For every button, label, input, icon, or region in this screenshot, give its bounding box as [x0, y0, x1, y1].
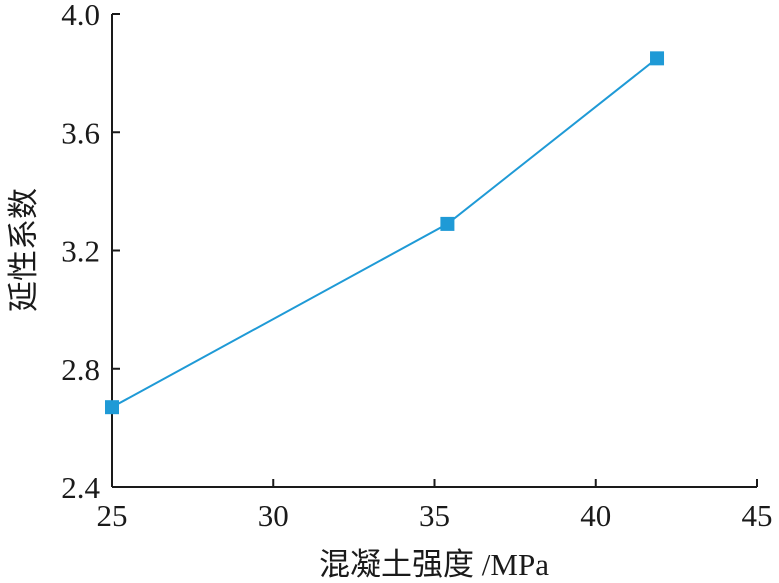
- x-tick-label: 30: [258, 498, 289, 533]
- y-tick-label: 4.0: [61, 0, 100, 32]
- ticks: 25 30 35 40 45 2.4 2.8 3.2 3.6 4.0: [61, 0, 772, 533]
- data-point-marker: [440, 216, 455, 231]
- axes: [111, 14, 757, 488]
- x-tick-label: 25: [97, 498, 128, 533]
- data-point-marker: [650, 51, 665, 66]
- y-tick-label: 2.8: [61, 352, 100, 387]
- y-tick-label: 3.6: [61, 115, 100, 150]
- y-tick-label: 2.4: [61, 470, 100, 505]
- series: [105, 51, 665, 415]
- y-axis-title: 延性系数: [6, 188, 41, 312]
- data-point-marker: [105, 400, 119, 415]
- x-axis-title: 混凝土强度 /MPa: [319, 547, 549, 582]
- y-tick-label: 3.2: [61, 234, 100, 269]
- x-tick-label: 40: [580, 498, 611, 533]
- x-tick-label: 35: [419, 498, 450, 533]
- series-line: [111, 57, 658, 409]
- x-tick-label: 45: [742, 498, 773, 533]
